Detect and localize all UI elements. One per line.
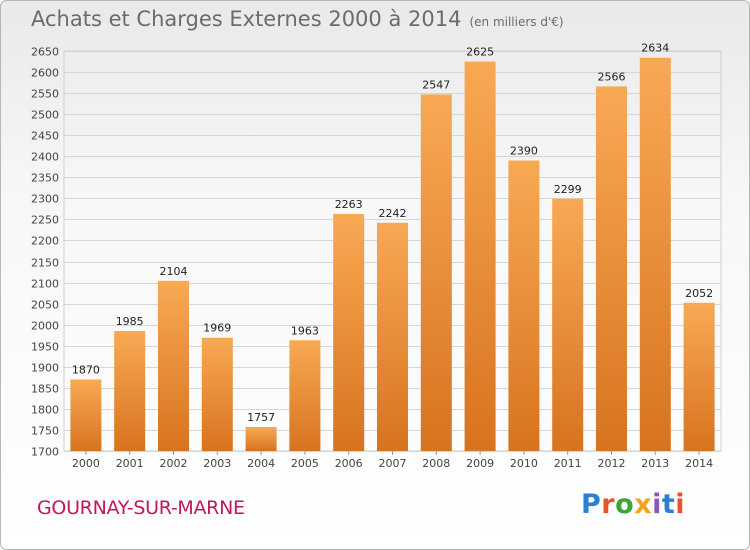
y-tick-label: 1800	[31, 404, 59, 417]
data-label: 2390	[510, 144, 538, 157]
data-label: 1963	[291, 324, 319, 337]
data-label: 2263	[335, 198, 363, 211]
bar	[639, 57, 671, 451]
bar	[596, 86, 627, 452]
data-label: 1985	[116, 315, 144, 328]
x-tick-label: 2013	[641, 457, 669, 470]
y-tick-label: 2100	[31, 278, 59, 291]
data-label: 2299	[554, 183, 582, 196]
y-axis: 1700 1750 1800 1850 1900 1950 2000 2050 2100 2150…	[31, 46, 59, 459]
x-tick-label: 2011	[554, 457, 582, 470]
x-tick-label: 2012	[598, 457, 626, 470]
data-label: 2104	[160, 265, 188, 278]
y-tick-label: 1950	[31, 341, 59, 354]
x-tick-label: 2010	[510, 457, 538, 470]
data-label: 2052	[685, 287, 713, 300]
x-tick-label: 2007	[379, 457, 407, 470]
y-tick-label: 1900	[31, 362, 59, 375]
bar	[377, 222, 408, 451]
x-tick-label: 2000	[72, 457, 100, 470]
y-tick-label: 2150	[31, 257, 59, 270]
y-tick-label: 2050	[31, 299, 59, 312]
y-tick-label: 2450	[31, 130, 59, 143]
data-label: 2566	[598, 70, 626, 83]
data-label: 2547	[422, 78, 450, 91]
bar	[683, 302, 715, 451]
bar	[508, 160, 540, 451]
y-tick-label: 2600	[31, 67, 59, 80]
y-tick-label: 1750	[31, 425, 59, 438]
bar	[552, 198, 584, 451]
x-axis: 2000 2001 2002 2003 2004 2005 2006 2007 2008 2009…	[72, 451, 713, 470]
y-tick-label: 2350	[31, 172, 59, 185]
y-tick-label: 2300	[31, 193, 59, 206]
chart-subtitle: (en milliers d'€)	[469, 15, 564, 29]
bar	[114, 331, 146, 451]
y-tick-label: 2400	[31, 151, 59, 164]
data-label: 1870	[72, 363, 100, 376]
x-tick-label: 2006	[335, 457, 363, 470]
data-label: 2242	[379, 207, 407, 220]
y-tick-label: 2200	[31, 235, 59, 248]
y-tick-label: 2000	[31, 320, 59, 333]
bar	[158, 280, 189, 451]
y-tick-label: 1700	[31, 446, 59, 459]
data-label: 2634	[641, 42, 669, 55]
bar	[420, 94, 452, 452]
y-tick-label: 2650	[31, 46, 59, 59]
bar	[201, 337, 233, 451]
x-tick-label: 2004	[247, 457, 275, 470]
data-label: 2625	[466, 46, 494, 59]
data-label: 1969	[203, 322, 231, 335]
city-name: GOURNAY-SUR-MARNE	[37, 497, 245, 519]
x-tick-label: 2001	[116, 457, 144, 470]
data-label: 1757	[247, 411, 275, 424]
y-tick-label: 2250	[31, 214, 59, 227]
chart-title-text: Achats et Charges Externes 2000 à 2014	[31, 7, 462, 31]
bar	[245, 427, 277, 451]
x-tick-label: 2003	[203, 457, 231, 470]
bar	[464, 61, 496, 452]
data-labels: 1870 1985 2104 1969 1757 1963 2263 2242 2547 2625…	[72, 42, 713, 424]
bar	[289, 340, 321, 451]
proxiti-logo: Proxiti	[581, 489, 686, 520]
bars	[70, 57, 715, 452]
y-tick-label: 1850	[31, 383, 59, 396]
x-tick-label: 2002	[160, 457, 188, 470]
x-tick-label: 2005	[291, 457, 319, 470]
y-tick-label: 2500	[31, 109, 59, 122]
y-tick-label: 2550	[31, 88, 59, 101]
x-tick-label: 2009	[466, 457, 494, 470]
x-tick-label: 2008	[422, 457, 450, 470]
x-tick-label: 2014	[685, 457, 713, 470]
chart-title: Achats et Charges Externes 2000 à 2014 (e…	[31, 7, 564, 31]
bar	[70, 379, 102, 451]
bar	[333, 213, 365, 451]
